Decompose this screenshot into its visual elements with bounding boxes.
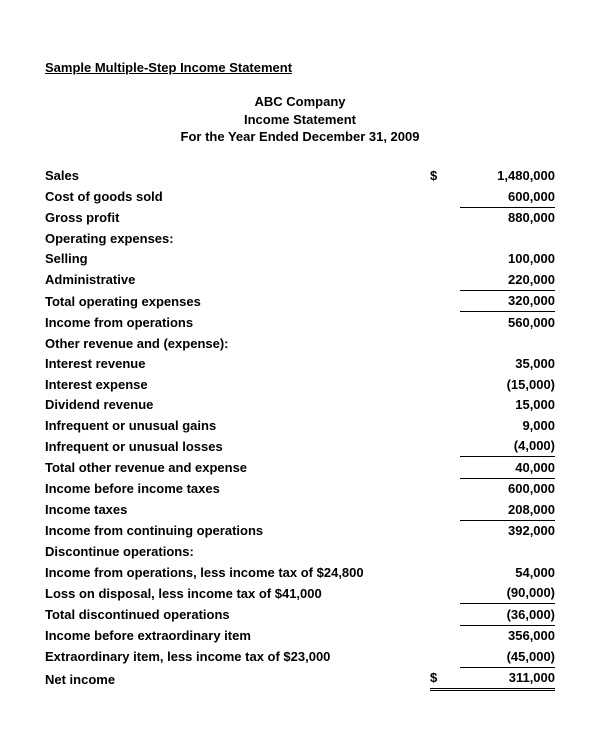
amount-income-before-tax: 600,000 — [460, 478, 555, 499]
row-div-rev: Dividend revenue 15,000 — [45, 395, 555, 416]
row-sales: Sales $ 1,480,000 — [45, 166, 555, 187]
row-unusual-losses: Infrequent or unusual losses (4,000) — [45, 436, 555, 457]
row-discont-header: Discontinue operations: — [45, 541, 555, 562]
row-income-continuing: Income from continuing operations 392,00… — [45, 520, 555, 541]
document-title: Sample Multiple-Step Income Statement — [45, 60, 555, 75]
label-selling: Selling — [45, 249, 430, 270]
label-total-other: Total other revenue and expense — [45, 457, 430, 479]
label-sales: Sales — [45, 166, 430, 187]
label-discont-loss: Loss on disposal, less income tax of $41… — [45, 583, 430, 604]
label-unusual-gains: Infrequent or unusual gains — [45, 415, 430, 436]
label-div-rev: Dividend revenue — [45, 395, 430, 416]
label-int-exp: Interest expense — [45, 374, 430, 395]
row-cogs: Cost of goods sold 600,000 — [45, 186, 555, 207]
label-discont-income: Income from operations, less income tax … — [45, 562, 430, 583]
income-statement-page: Sample Multiple-Step Income Statement AB… — [0, 0, 600, 731]
income-statement-table: Sales $ 1,480,000 Cost of goods sold 600… — [45, 166, 555, 692]
row-other-header: Other revenue and (expense): — [45, 333, 555, 354]
row-income-before-tax: Income before income taxes 600,000 — [45, 478, 555, 499]
amount-total-opex: 320,000 — [460, 290, 555, 312]
amount-unusual-gains: 9,000 — [460, 415, 555, 436]
row-total-discont: Total discontinued operations (36,000) — [45, 604, 555, 626]
label-income-before-tax: Income before income taxes — [45, 478, 430, 499]
row-extraordinary: Extraordinary item, less income tax of $… — [45, 646, 555, 667]
label-total-discont: Total discontinued operations — [45, 604, 430, 626]
label-unusual-losses: Infrequent or unusual losses — [45, 436, 430, 457]
label-income-taxes: Income taxes — [45, 499, 430, 520]
amount-cogs: 600,000 — [460, 186, 555, 207]
row-discont-loss: Loss on disposal, less income tax of $41… — [45, 583, 555, 604]
label-admin: Administrative — [45, 269, 430, 290]
label-opex-header: Operating expenses: — [45, 228, 430, 249]
label-gross-profit: Gross profit — [45, 207, 430, 228]
row-income-before-extra: Income before extraordinary item 356,000 — [45, 625, 555, 646]
row-total-opex: Total operating expenses 320,000 — [45, 290, 555, 312]
label-net-income: Net income — [45, 667, 430, 690]
row-income-taxes: Income taxes 208,000 — [45, 499, 555, 520]
amount-income-ops: 560,000 — [460, 312, 555, 333]
amount-sales: 1,480,000 — [460, 166, 555, 187]
amount-discont-income: 54,000 — [460, 562, 555, 583]
statement-name: Income Statement — [45, 111, 555, 129]
currency-symbol-net: $ — [430, 667, 460, 690]
row-gross-profit: Gross profit 880,000 — [45, 207, 555, 228]
label-int-rev: Interest revenue — [45, 354, 430, 375]
label-total-opex: Total operating expenses — [45, 290, 430, 312]
label-income-ops: Income from operations — [45, 312, 430, 333]
amount-gross-profit: 880,000 — [460, 207, 555, 228]
amount-income-before-extra: 356,000 — [460, 625, 555, 646]
row-opex-header: Operating expenses: — [45, 228, 555, 249]
label-extraordinary: Extraordinary item, less income tax of $… — [45, 646, 430, 667]
amount-discont-loss: (90,000) — [460, 583, 555, 604]
row-int-exp: Interest expense (15,000) — [45, 374, 555, 395]
label-other-header: Other revenue and (expense): — [45, 333, 430, 354]
row-total-other: Total other revenue and expense 40,000 — [45, 457, 555, 479]
label-cogs: Cost of goods sold — [45, 186, 430, 207]
amount-total-discont: (36,000) — [460, 604, 555, 626]
row-net-income: Net income $ 311,000 — [45, 667, 555, 690]
amount-int-exp: (15,000) — [460, 374, 555, 395]
label-discont-header: Discontinue operations: — [45, 541, 430, 562]
amount-unusual-losses: (4,000) — [460, 436, 555, 457]
statement-header: ABC Company Income Statement For the Yea… — [45, 93, 555, 146]
label-income-continuing: Income from continuing operations — [45, 520, 430, 541]
company-name: ABC Company — [45, 93, 555, 111]
amount-income-continuing: 392,000 — [460, 520, 555, 541]
currency-symbol: $ — [430, 166, 460, 187]
amount-net-income: 311,000 — [460, 667, 555, 690]
amount-selling: 100,000 — [460, 249, 555, 270]
row-income-ops: Income from operations 560,000 — [45, 312, 555, 333]
amount-income-taxes: 208,000 — [460, 499, 555, 520]
amount-extraordinary: (45,000) — [460, 646, 555, 667]
amount-total-other: 40,000 — [460, 457, 555, 479]
label-income-before-extra: Income before extraordinary item — [45, 625, 430, 646]
statement-period: For the Year Ended December 31, 2009 — [45, 128, 555, 146]
amount-int-rev: 35,000 — [460, 354, 555, 375]
row-unusual-gains: Infrequent or unusual gains 9,000 — [45, 415, 555, 436]
row-int-rev: Interest revenue 35,000 — [45, 354, 555, 375]
amount-div-rev: 15,000 — [460, 395, 555, 416]
amount-admin: 220,000 — [460, 269, 555, 290]
row-admin: Administrative 220,000 — [45, 269, 555, 290]
row-discont-income: Income from operations, less income tax … — [45, 562, 555, 583]
row-selling: Selling 100,000 — [45, 249, 555, 270]
